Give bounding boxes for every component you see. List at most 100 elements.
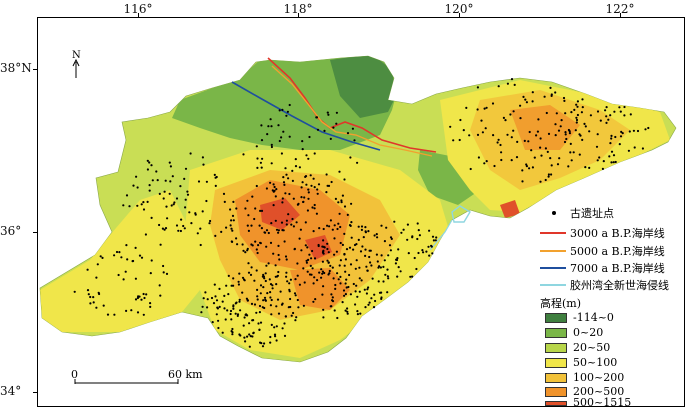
site-dot xyxy=(434,239,437,242)
site-dot xyxy=(502,116,505,119)
site-dot xyxy=(237,280,240,283)
site-dot xyxy=(366,288,369,291)
site-dot xyxy=(117,273,120,277)
site-dot xyxy=(258,328,261,331)
site-dot xyxy=(305,183,308,186)
site-dot xyxy=(397,248,400,251)
site-dot xyxy=(576,105,579,108)
site-dot xyxy=(336,316,339,320)
site-dot xyxy=(345,248,349,251)
site-dot xyxy=(277,312,281,315)
site-dot xyxy=(497,85,500,88)
site-dot xyxy=(258,311,261,314)
site-dot xyxy=(258,304,262,308)
legend-swatch-4 xyxy=(545,373,567,383)
legend-swatch-6 xyxy=(545,401,567,406)
site-dot xyxy=(270,298,273,302)
site-dot xyxy=(136,186,139,189)
site-dot xyxy=(255,311,258,314)
site-dot xyxy=(521,180,524,183)
site-dot xyxy=(183,227,186,230)
site-dot xyxy=(510,136,513,139)
site-dot xyxy=(547,173,551,176)
site-dot xyxy=(528,167,531,170)
site-dot xyxy=(380,291,383,294)
site-dot xyxy=(397,266,400,269)
site-dot xyxy=(321,293,324,296)
site-dot xyxy=(565,137,568,141)
site-dot xyxy=(261,345,265,348)
site-dot xyxy=(171,175,174,178)
legend-swatch-5 xyxy=(545,387,567,397)
site-dot xyxy=(232,284,235,287)
site-dot xyxy=(282,176,285,179)
site-dot xyxy=(567,165,570,168)
site-dot xyxy=(409,275,412,278)
site-dot xyxy=(537,118,540,121)
site-dot xyxy=(360,228,363,231)
site-dot xyxy=(328,269,331,273)
site-dot xyxy=(161,227,164,230)
site-dot xyxy=(370,264,373,267)
legend-swatch-3 xyxy=(545,358,567,368)
site-dot xyxy=(572,151,575,154)
lon-tick-mark xyxy=(459,13,460,18)
site-dot xyxy=(343,178,346,181)
site-dot xyxy=(122,278,125,281)
site-dot xyxy=(539,180,542,183)
site-dot xyxy=(338,264,341,267)
site-dot xyxy=(323,129,326,132)
site-dot xyxy=(172,203,175,206)
site-dot xyxy=(525,163,528,166)
site-dot xyxy=(270,143,273,146)
site-dot xyxy=(89,302,92,305)
site-dot xyxy=(262,286,265,289)
legend-swatch-1 xyxy=(545,328,567,338)
site-dot xyxy=(282,181,286,184)
legend-elevation-title: 高程(m) xyxy=(540,297,582,310)
site-dot xyxy=(343,264,346,267)
site-dot xyxy=(368,255,371,259)
site-dot xyxy=(273,333,277,336)
site-dot xyxy=(346,132,350,135)
site-dot xyxy=(270,222,273,225)
site-dot xyxy=(311,249,314,253)
site-dot xyxy=(402,228,405,231)
site-dot xyxy=(469,167,472,171)
site-dot xyxy=(331,296,334,299)
site-dot xyxy=(260,227,263,230)
site-dot xyxy=(277,253,280,257)
site-dot xyxy=(86,268,89,271)
site-dot xyxy=(337,222,340,225)
site-dot xyxy=(253,217,256,221)
site-dot xyxy=(286,110,289,113)
site-dot xyxy=(276,274,279,277)
site-dot xyxy=(562,96,566,100)
site-dot xyxy=(521,169,524,172)
site-dot xyxy=(218,305,221,308)
dot-icon xyxy=(552,211,556,215)
site-dot xyxy=(294,158,297,161)
site-dot xyxy=(149,305,152,308)
site-dot xyxy=(134,246,137,249)
site-dot xyxy=(238,298,241,301)
site-dot xyxy=(307,157,310,160)
site-dot xyxy=(355,284,358,287)
site-dot xyxy=(246,249,249,252)
site-dot xyxy=(364,248,367,251)
site-dot xyxy=(206,298,209,301)
site-dot xyxy=(300,186,303,189)
site-dot xyxy=(242,278,246,281)
site-dot xyxy=(308,135,311,139)
site-dot xyxy=(510,159,513,162)
site-dot xyxy=(318,271,321,274)
site-dot xyxy=(163,190,166,193)
site-dot xyxy=(325,191,328,194)
site-dot xyxy=(544,147,548,150)
site-dot xyxy=(276,298,280,301)
site-dot xyxy=(194,212,197,215)
site-dot xyxy=(277,244,280,247)
site-dot xyxy=(288,192,291,196)
site-dot xyxy=(283,240,286,243)
site-dot xyxy=(492,134,495,137)
